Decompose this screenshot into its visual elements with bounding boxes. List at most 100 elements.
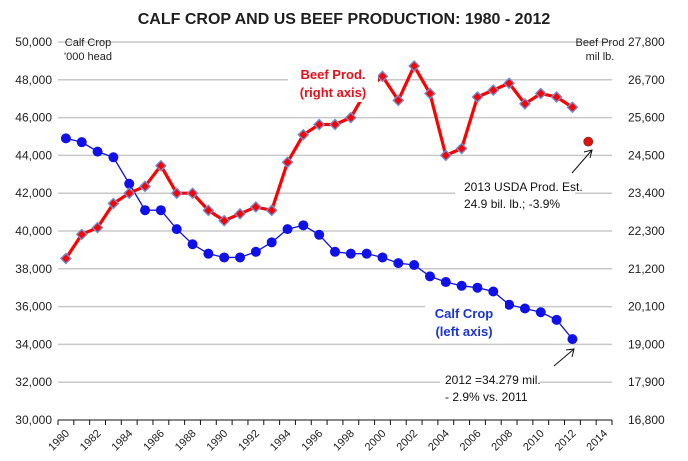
beef-prod-point <box>202 204 215 217</box>
left-axis-tick-label: 40,000 <box>15 224 52 238</box>
x-axis-tick-label: 1988 <box>173 428 199 454</box>
left-axis-tick-label: 34,000 <box>15 337 52 351</box>
beef-prod-point <box>392 94 405 107</box>
right-axis-title-line1: Beef Prod <box>576 37 625 49</box>
beef-prod-point <box>59 252 72 265</box>
x-axis-tick-label: 1992 <box>236 428 262 454</box>
left-axis-tick-label: 38,000 <box>15 262 52 276</box>
calf-crop-point <box>424 271 435 282</box>
right-axis-tick-label: 19,000 <box>628 337 665 351</box>
right-axis-tick-label: 23,400 <box>628 186 665 200</box>
beef-prod-point <box>329 118 341 131</box>
calf-crop-point <box>60 133 71 144</box>
beef-prod-point <box>91 221 104 234</box>
calf-crop-point <box>76 137 87 148</box>
calf-crop-point <box>440 277 451 288</box>
calf-crop-point <box>409 260 420 271</box>
calf-crop-point <box>456 280 467 291</box>
left-axis-tick-label: 36,000 <box>15 300 52 314</box>
calf-series-label-line2: (left axis) <box>435 324 492 339</box>
beef-prod-point <box>471 90 484 103</box>
right-axis-tick-label: 21,200 <box>628 262 665 276</box>
calf-annotation-bg <box>440 370 540 406</box>
beef-prod-point <box>503 77 516 90</box>
calf-crop-point <box>282 224 293 235</box>
beef-prod-point <box>566 101 579 114</box>
beef-prod-point <box>154 159 167 172</box>
x-axis-tick-label: 1982 <box>78 428 104 454</box>
beef-prod-point <box>534 87 547 100</box>
calf-crop-point <box>519 303 530 314</box>
x-axis-tick-label: 1984 <box>110 428 136 454</box>
calf-annotation-line2: - 2.9% vs. 2011 <box>445 390 528 404</box>
x-axis-tick-label: 2004 <box>426 428 452 454</box>
beef-prod-point <box>249 200 262 213</box>
beef-prod-point <box>123 187 136 200</box>
calf-crop-point <box>124 178 135 189</box>
x-axis-tick-label: 2014 <box>584 428 610 454</box>
right-axis-tick-label: 24,500 <box>628 148 665 162</box>
estimate-point <box>583 136 594 147</box>
beef-prod-point <box>518 97 531 110</box>
beef-prod-point <box>313 118 326 131</box>
calf-crop-point <box>535 307 546 318</box>
beef-prod-point <box>170 187 183 200</box>
beef-prod-point <box>423 87 436 100</box>
beef-series-label-line2: (right axis) <box>300 85 366 100</box>
calf-crop-point <box>155 205 166 216</box>
calf-crop-point <box>203 248 214 259</box>
beef-prod-point <box>139 180 152 193</box>
right-axis-tick-label: 25,600 <box>628 111 665 125</box>
chart-title: CALF CROP AND US BEEF PRODUCTION: 1980 -… <box>138 11 551 28</box>
beef-prod-point <box>281 156 294 169</box>
beef-prod-series <box>59 60 579 265</box>
x-axis-tick-label: 2012 <box>553 428 579 454</box>
left-axis-tick-label: 48,000 <box>15 73 52 87</box>
beef-prod-point <box>186 187 199 200</box>
calf-annotation-arrow <box>553 348 575 367</box>
calf-crop-point <box>219 252 230 263</box>
beef-prod-point <box>376 70 389 83</box>
estimate-annotation-arrow <box>571 149 593 174</box>
calf-crop-point <box>171 224 182 235</box>
x-axis-tick-label: 1996 <box>299 428 325 454</box>
beef-prod-point <box>455 142 468 155</box>
x-axis-tick-label: 1998 <box>331 428 357 454</box>
calf-crop-point <box>108 152 119 163</box>
beef-prod-point <box>107 197 120 210</box>
left-axis-title-line1: Calf Crop <box>65 37 111 49</box>
right-axis-tick-label: 16,800 <box>628 413 665 427</box>
beef-series-label-line1: Beef Prod. <box>300 67 365 82</box>
calf-crop-point <box>314 229 325 240</box>
calf-crop-point <box>298 220 309 231</box>
right-axis-tick-label: 27,800 <box>628 35 665 49</box>
calf-annotation-arrowhead <box>565 348 575 358</box>
beef-label-bg <box>288 62 378 102</box>
x-axis: 1980 1982 1984 1986 1988 1990 1992 1994 1996 1998… <box>46 419 613 454</box>
left-axis-tick-label: 32,000 <box>15 375 52 389</box>
calf-crop-point <box>250 246 261 257</box>
beef-prod-point <box>234 207 247 220</box>
left-axis-tick-label: 42,000 <box>15 186 52 200</box>
beef-prod-point <box>297 128 310 141</box>
right-axis-title-line2: mil lb. <box>586 51 615 63</box>
estimate-annotation-bg <box>455 177 575 215</box>
x-axis-tick-label: 1980 <box>46 428 72 454</box>
x-axis-tick-label: 1994 <box>268 428 294 454</box>
calf-crop-point <box>393 258 404 269</box>
calf-crop-point <box>504 299 515 310</box>
calf-annotation-line1: 2012 =34.279 mil. <box>445 373 541 387</box>
calf-crop-point <box>472 282 483 293</box>
calf-crop-point <box>567 334 578 345</box>
left-axis-tick-label: 44,000 <box>15 148 52 162</box>
calf-crop-point <box>361 248 372 259</box>
calf-crop-point <box>330 246 340 257</box>
x-axis-tick-label: 2002 <box>394 428 420 454</box>
left-axis-tick-label: 46,000 <box>15 111 52 125</box>
left-axis-tick-label: 50,000 <box>15 35 52 49</box>
calf-crop-point <box>377 252 388 263</box>
calf-label-bg <box>425 302 505 342</box>
estimate-annotation-line2: 24.9 bil. lb.; -3.9% <box>464 197 560 211</box>
calf-crop-point <box>266 237 277 248</box>
right-axis-tick-label: 17,900 <box>628 375 665 389</box>
